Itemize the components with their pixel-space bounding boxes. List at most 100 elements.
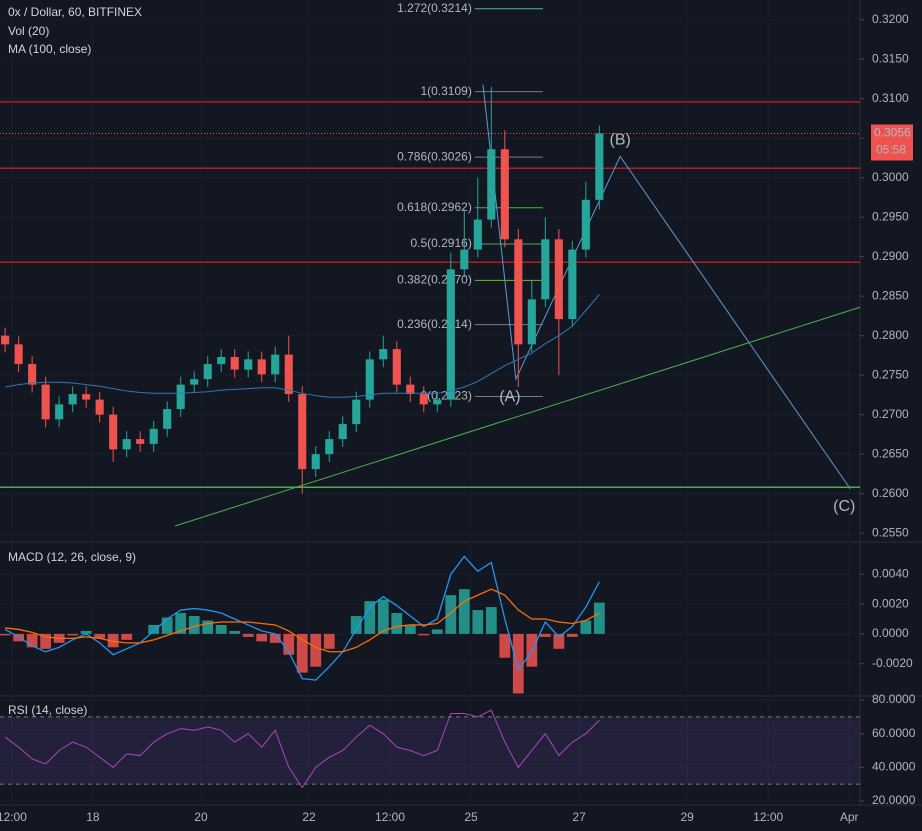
candle-body [203, 364, 212, 380]
candle-body [595, 133, 604, 200]
candle-body [1, 335, 10, 345]
macd-histogram-bar [593, 602, 605, 634]
y-tick-label: 0.0000 [872, 626, 909, 640]
rsi-line [4, 709, 600, 789]
y-tick-label: 0.3150 [872, 51, 909, 65]
y-tick-label: 0.3000 [872, 170, 909, 184]
fib-label: 0.236(0.2814) [397, 317, 472, 331]
macd-histogram-bar [0, 633, 11, 636]
y-tick-label: 40.0000 [872, 759, 916, 773]
candle-body [230, 356, 239, 370]
fib-label: 0.382(0.2870) [397, 273, 472, 287]
y-tick-label: 0.3200 [872, 12, 909, 26]
indicator-title: MACD (12, 26, close, 9) [8, 550, 136, 564]
candle-body [419, 394, 428, 405]
x-tick-label: 18 [86, 810, 100, 824]
macd-histogram-bar [269, 633, 281, 643]
candle-body [365, 359, 374, 400]
candle-body [244, 359, 253, 370]
legend-entry: MA (100, close) [8, 42, 91, 56]
y-tick-label: 0.0040 [872, 566, 909, 580]
y-tick-label: 20.0000 [872, 793, 916, 807]
candle-body [82, 394, 91, 400]
macd-histogram-bar [296, 633, 308, 673]
last-price-label: 0.3056 [874, 126, 911, 140]
macd-histogram-bar [80, 630, 92, 634]
x-tick-label: 22 [302, 810, 316, 824]
candle-body [473, 219, 482, 250]
candle-body [68, 394, 77, 405]
candle-body [257, 359, 266, 375]
macd-histogram-bar [566, 633, 578, 637]
candle-body [392, 349, 401, 385]
candle-body [352, 399, 361, 425]
candle-body [487, 149, 496, 220]
macd-histogram-bar [215, 624, 227, 634]
candle-body [271, 354, 280, 375]
x-tick-label: 12:00 [0, 810, 27, 824]
macd-histogram-bar [377, 599, 389, 634]
x-tick-label: Apr [840, 810, 859, 824]
candle-body [298, 394, 307, 470]
candle-body [55, 404, 64, 420]
candle-body [406, 384, 415, 395]
macd-histogram-bar [202, 620, 214, 634]
candle-body [109, 414, 118, 450]
macd-histogram-bar [391, 613, 403, 634]
y-tick-label: 0.2800 [872, 328, 909, 342]
candle-body [514, 239, 523, 345]
candle-body [527, 299, 536, 345]
y-tick-label: 0.2600 [872, 486, 909, 500]
y-tick-label: 0.2650 [872, 446, 909, 460]
macd-histogram-bar [40, 633, 52, 649]
wave-label: (B) [609, 132, 630, 149]
x-tick-label: 12:00 [753, 810, 783, 824]
macd-histogram-bar [256, 633, 268, 642]
macd-histogram-bar [458, 589, 470, 634]
fib-label: 0(0.2723) [420, 389, 471, 403]
y-tick-label: 0.0020 [872, 596, 909, 610]
macd-histogram-bar [323, 633, 335, 649]
macd-histogram-bar [148, 624, 160, 634]
candle-body [433, 399, 442, 405]
y-tick-label: 80.0000 [872, 692, 916, 706]
macd-histogram-bar [485, 607, 497, 634]
candle-body [379, 349, 388, 360]
candle-body [122, 439, 131, 450]
macd-histogram-bar [188, 616, 200, 634]
y-tick-label: 0.2750 [872, 367, 909, 381]
wave-line [482, 84, 851, 490]
x-tick-label: 20 [194, 810, 208, 824]
y-tick-label: 0.2900 [872, 249, 909, 263]
candle-body [446, 269, 455, 400]
candle-body [217, 356, 226, 365]
y-tick-label: 0.2950 [872, 209, 909, 223]
x-tick-label: 29 [680, 810, 694, 824]
candle-body [460, 249, 469, 270]
countdown-label: 05:58 [876, 143, 906, 157]
macd-histogram-bar [431, 629, 443, 634]
candle-body [176, 384, 185, 410]
y-tick-label: 0.2700 [872, 407, 909, 421]
macd-histogram-bar [350, 616, 362, 634]
y-tick-label: 60.0000 [872, 726, 916, 740]
macd-histogram-bar [229, 630, 241, 634]
candle-body [41, 384, 50, 420]
macd-histogram-bar [107, 633, 119, 648]
macd-histogram-bar [580, 620, 592, 634]
signal-line [5, 588, 600, 653]
trend-line [174, 306, 861, 527]
macd-histogram-bar [310, 633, 322, 667]
x-tick-label: 25 [464, 810, 478, 824]
candle-body [149, 428, 158, 444]
indicator-label: Vol (20) [8, 24, 49, 38]
candle-body [554, 239, 563, 320]
macd-histogram-bar [26, 633, 38, 648]
y-tick-label: 0.2550 [872, 525, 909, 539]
macd-histogram-bar [499, 633, 511, 658]
wave-label: (A) [499, 388, 520, 405]
y-tick-label: 0.3100 [872, 91, 909, 105]
macd-line [4, 555, 600, 681]
